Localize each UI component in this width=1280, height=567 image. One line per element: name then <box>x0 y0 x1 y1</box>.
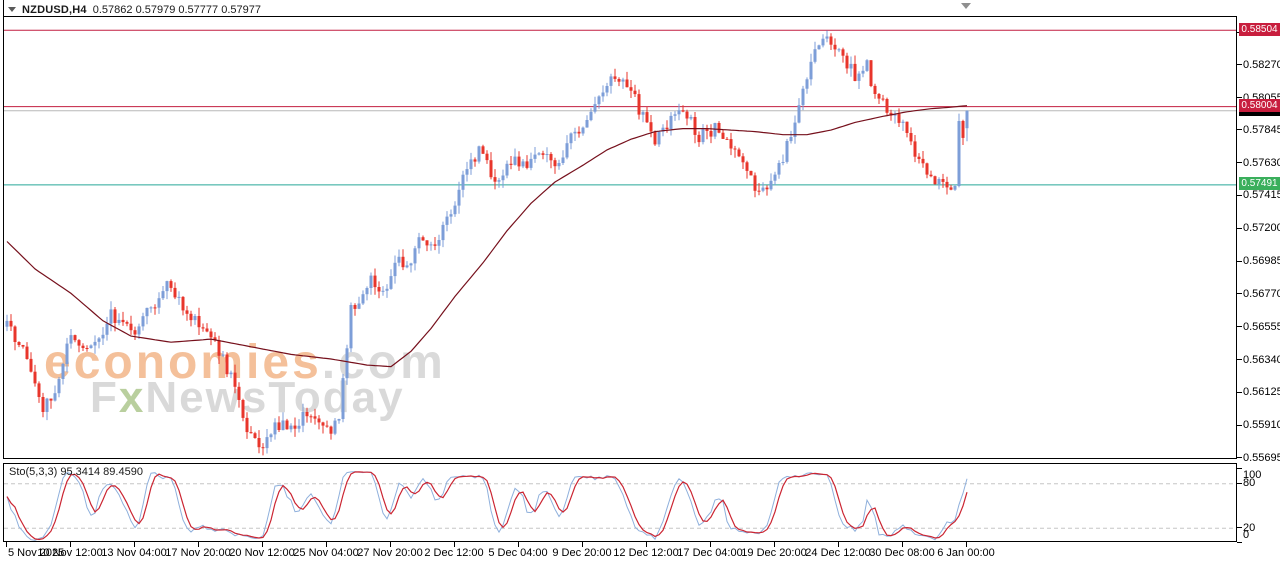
time-axis-label: 19 Dec 20:00 <box>741 547 807 559</box>
time-axis-tickmark <box>838 542 839 547</box>
price-axis-tickmark <box>1237 457 1242 458</box>
time-axis-tickmark <box>518 542 519 547</box>
price-axis-tick: 0.56125 <box>1243 386 1280 398</box>
price-axis-tick: 0.56555 <box>1243 321 1280 333</box>
support-flag: 0.57491 <box>1239 177 1280 190</box>
price-axis-tickmark <box>1237 162 1242 163</box>
time-axis-tickmark <box>646 542 647 547</box>
time-axis-tickmark <box>582 542 583 547</box>
stoch-axis-tick: 0 <box>1243 529 1250 541</box>
indicator-label: Sto(5,3,3) 95.3414 89.4590 <box>9 466 143 478</box>
stoch-axis-tick: 20 <box>1243 522 1256 534</box>
resistance-flag: 0.58004 <box>1239 99 1280 112</box>
price-pane[interactable]: economies.com FxNewsToday <box>3 16 1237 459</box>
price-axis-tickmark <box>1237 425 1242 426</box>
window-left-edge <box>3 0 4 16</box>
time-axis-tickmark <box>390 542 391 547</box>
price-axis-tickmark <box>1237 97 1242 98</box>
time-axis-label: 13 Nov 04:00 <box>101 547 167 559</box>
time-axis-label: 24 Dec 12:00 <box>805 547 871 559</box>
chart-header: NZDUSD,H4 0.57862 0.57979 0.57777 0.5797… <box>8 3 261 16</box>
price-axis-tick: 0.55695 <box>1243 452 1280 464</box>
time-axis-label: 27 Nov 20:00 <box>357 547 423 559</box>
price-axis-tickmark <box>1237 326 1242 327</box>
price-axis-tick: 0.56770 <box>1243 288 1280 300</box>
time-axis-label: 30 Dec 08:00 <box>869 547 935 559</box>
time-axis-label: 5 Nov 2025 <box>8 547 65 559</box>
stoch-axis-tickmark <box>1237 468 1242 469</box>
resistance-upper-flag: 0.58504 <box>1239 23 1280 36</box>
symbol-dropdown-icon[interactable] <box>8 7 16 12</box>
price-axis-tick: 0.57415 <box>1243 189 1280 201</box>
time-axis-label: 20 Nov 12:00 <box>229 547 295 559</box>
time-axis-tickmark <box>902 542 903 547</box>
time-axis-label: 2 Dec 12:00 <box>424 547 484 559</box>
price-axis-tick: 0.56985 <box>1243 255 1280 267</box>
price-axis-tick: 0.55910 <box>1243 419 1280 431</box>
stoch-axis-tick: 100 <box>1243 469 1262 481</box>
time-axis-tickmark <box>70 542 71 547</box>
time-axis-tickmark <box>774 542 775 547</box>
time-axis-tickmark <box>454 542 455 547</box>
price-axis-tick: 0.57630 <box>1243 157 1280 169</box>
price-axis-tickmark <box>1237 359 1242 360</box>
price-axis-tickmark <box>1237 293 1242 294</box>
time-axis-label: 17 Nov 20:00 <box>165 547 231 559</box>
price-axis-tick: 0.58270 <box>1243 59 1280 71</box>
stoch-axis-tickmark <box>1237 542 1242 543</box>
symbol-period-label: NZDUSD,H4 <box>22 3 87 16</box>
time-axis-label: 9 Dec 20:00 <box>552 547 612 559</box>
price-axis-tickmark <box>1237 195 1242 196</box>
time-axis-tickmark <box>134 542 135 547</box>
price-axis-tickmark <box>1237 392 1242 393</box>
price-axis-tick: 0.57200 <box>1243 222 1280 234</box>
stoch-axis-tickmark <box>1237 527 1242 528</box>
time-axis-label: 17 Dec 04:00 <box>677 547 743 559</box>
price-axis-tickmark <box>1237 64 1242 65</box>
time-axis-label: 25 Nov 04:00 <box>293 547 359 559</box>
price-axis-tick: 0.56340 <box>1243 354 1280 366</box>
time-axis-tickmark <box>198 542 199 547</box>
candlestick-series <box>5 30 969 456</box>
time-axis-tickmark <box>710 542 711 547</box>
stochastic-pane[interactable]: Sto(5,3,3) 95.3414 89.4590 <box>3 463 1237 542</box>
candlestick-chart[interactable] <box>4 17 1236 458</box>
moving-average-line <box>6 105 968 368</box>
price-axis-tickmark <box>1237 129 1242 130</box>
time-axis-tickmark <box>326 542 327 547</box>
stochastic-chart[interactable] <box>4 464 1236 541</box>
stoch-d-line <box>6 471 968 541</box>
price-axis-tick: 0.57845 <box>1243 124 1280 136</box>
time-axis-tickmark <box>6 542 7 547</box>
stoch-k-line <box>6 471 968 541</box>
price-axis-tickmark <box>1237 228 1242 229</box>
time-axis-tickmark <box>262 542 263 547</box>
time-axis-label: 12 Dec 12:00 <box>613 547 679 559</box>
time-axis-label: 6 Jan 00:00 <box>937 547 995 559</box>
time-axis-label: 5 Dec 04:00 <box>488 547 548 559</box>
time-axis-tickmark <box>966 542 967 547</box>
stoch-axis-tick: 80 <box>1243 477 1256 489</box>
price-axis-tickmark <box>1237 261 1242 262</box>
last-bar-marker-icon <box>961 3 971 9</box>
stoch-axis-tickmark <box>1237 483 1242 484</box>
time-axis-label: 10 Nov 12:00 <box>37 547 103 559</box>
ohlc-values: 0.57862 0.57979 0.57777 0.57977 <box>92 3 261 16</box>
